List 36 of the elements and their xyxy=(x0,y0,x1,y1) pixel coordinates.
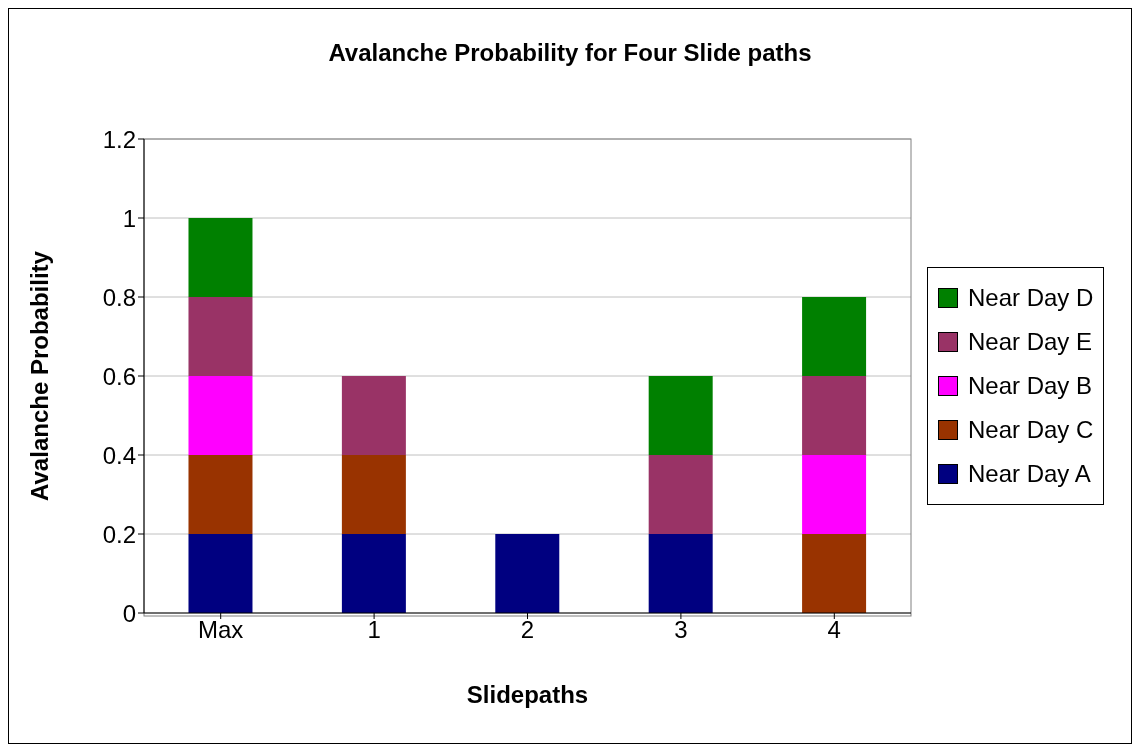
bar xyxy=(341,376,406,455)
bar xyxy=(648,534,713,613)
bar xyxy=(188,297,253,376)
y-tick-label: 1 xyxy=(122,204,136,232)
y-tick-label: 0 xyxy=(122,599,136,627)
y-tick-label: 0.2 xyxy=(102,520,136,548)
bar xyxy=(341,455,406,534)
x-tick-label: 4 xyxy=(827,616,841,644)
x-axis-title: Slidepaths xyxy=(466,681,589,708)
bar xyxy=(802,297,867,376)
bar xyxy=(802,455,867,534)
bar xyxy=(495,534,560,613)
x-tick-label: Max xyxy=(198,616,244,644)
y-tick-label: 1.2 xyxy=(102,125,136,153)
chart-title: Avalanche Probability for Four Slide paths xyxy=(327,39,813,67)
bar xyxy=(802,376,867,455)
legend-label: Near Day B xyxy=(968,372,1093,400)
legend-label: Near Day D xyxy=(968,284,1094,312)
bar xyxy=(648,455,713,534)
bar xyxy=(188,534,253,613)
x-tick-label: 3 xyxy=(674,616,688,644)
legend-label: Near Day A xyxy=(968,460,1091,488)
bar xyxy=(188,376,253,455)
bar xyxy=(648,376,713,455)
bar xyxy=(188,218,253,297)
y-axis-title: Avalanche Probability xyxy=(25,250,53,501)
bar xyxy=(188,455,253,534)
legend-label: Near Day E xyxy=(968,328,1093,356)
legend-label: Near Day C xyxy=(968,416,1094,444)
x-tick-label: 1 xyxy=(367,616,381,644)
x-tick-label: 2 xyxy=(520,616,535,644)
y-tick-label: 0.4 xyxy=(102,441,136,469)
bar xyxy=(802,534,867,613)
y-tick-label: 0.6 xyxy=(102,362,136,390)
y-tick-label: 0.8 xyxy=(102,283,136,311)
bar xyxy=(341,534,406,613)
